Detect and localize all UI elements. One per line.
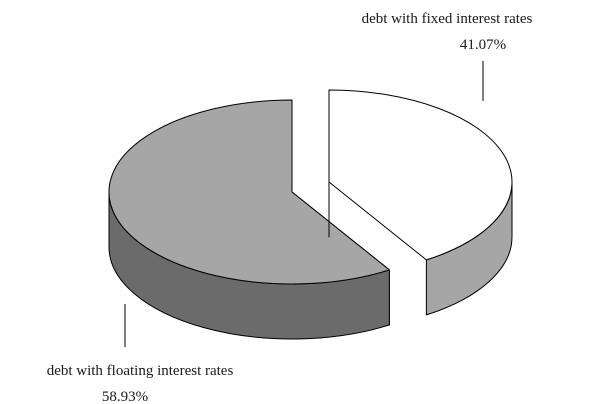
slice-label-floating: debt with floating interest rates bbox=[47, 363, 234, 379]
slice-value-floating: 58.93% bbox=[102, 389, 148, 404]
pie-fixed-slice bbox=[328, 89, 513, 261]
slice-value-fixed: 41.07% bbox=[460, 37, 506, 53]
pie-floating-slice bbox=[108, 99, 390, 285]
pie-layer bbox=[108, 89, 513, 340]
slice-label-fixed: debt with fixed interest rates bbox=[362, 11, 533, 27]
